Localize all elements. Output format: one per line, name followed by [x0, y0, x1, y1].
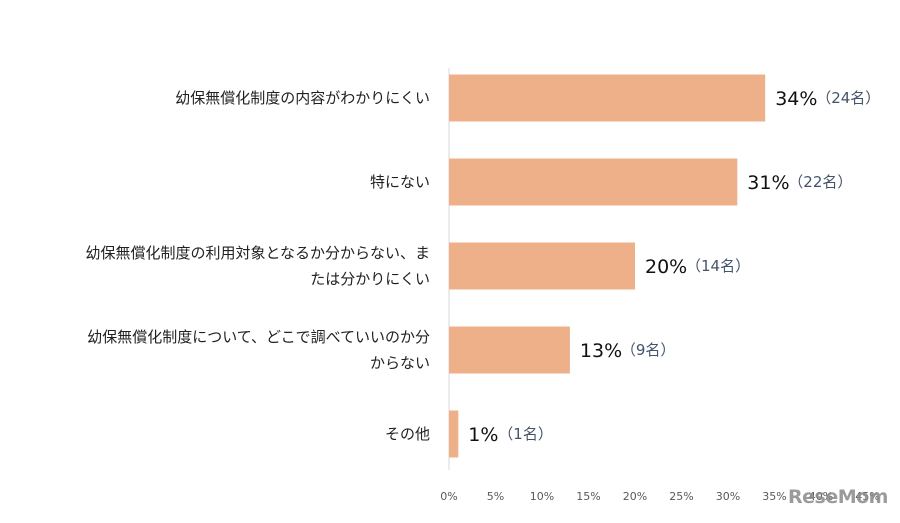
value-label: 13% — [580, 340, 622, 362]
category-label: からない — [370, 354, 430, 372]
x-tick-label: 0% — [440, 490, 457, 503]
category-label: 特にない — [370, 173, 430, 191]
bar — [449, 410, 459, 458]
bar-group: その他 1% （1名） — [385, 410, 553, 458]
resemom-watermark: ReseMom — [788, 486, 888, 508]
bar — [449, 74, 766, 122]
x-tick-label: 30% — [716, 490, 740, 503]
x-tick-label: 45% — [855, 490, 879, 503]
count-label: （14名） — [686, 257, 750, 275]
value-label: 1% — [468, 424, 498, 446]
x-tick-label: 35% — [762, 490, 786, 503]
category-label: 幼保無償化制度について、どこで調べていいのか分 — [87, 328, 430, 346]
x-tick-label: 10% — [530, 490, 554, 503]
bar-group: 幼保無償化制度の内容がわかりにくい 34%（24名） — [175, 74, 880, 122]
x-tick-label: 15% — [576, 490, 600, 503]
count-label: （22名） — [788, 173, 852, 191]
category-label: たは分かりにくい — [310, 270, 430, 288]
bar — [449, 158, 738, 206]
count-label: （9名） — [621, 341, 676, 359]
x-tick-label: 25% — [669, 490, 693, 503]
count-label: （24名） — [816, 89, 880, 107]
x-tick-label: 5% — [487, 490, 504, 503]
bar-group: 特にない 31%（22名） — [370, 158, 852, 206]
category-label: 幼保無償化制度の内容がわかりにくい — [175, 89, 430, 107]
category-label: その他 — [385, 425, 430, 443]
bar — [449, 242, 635, 290]
value-label: 34% — [775, 88, 817, 110]
x-tick-label: 40% — [809, 490, 833, 503]
x-tick-label: 20% — [623, 490, 647, 503]
value-label: 31% — [747, 172, 789, 194]
count-label: （1名） — [498, 425, 553, 443]
value-label: 20% — [645, 256, 687, 278]
bar — [449, 326, 570, 374]
category-label: 幼保無償化制度の利用対象となるか分からない、ま — [85, 244, 430, 262]
